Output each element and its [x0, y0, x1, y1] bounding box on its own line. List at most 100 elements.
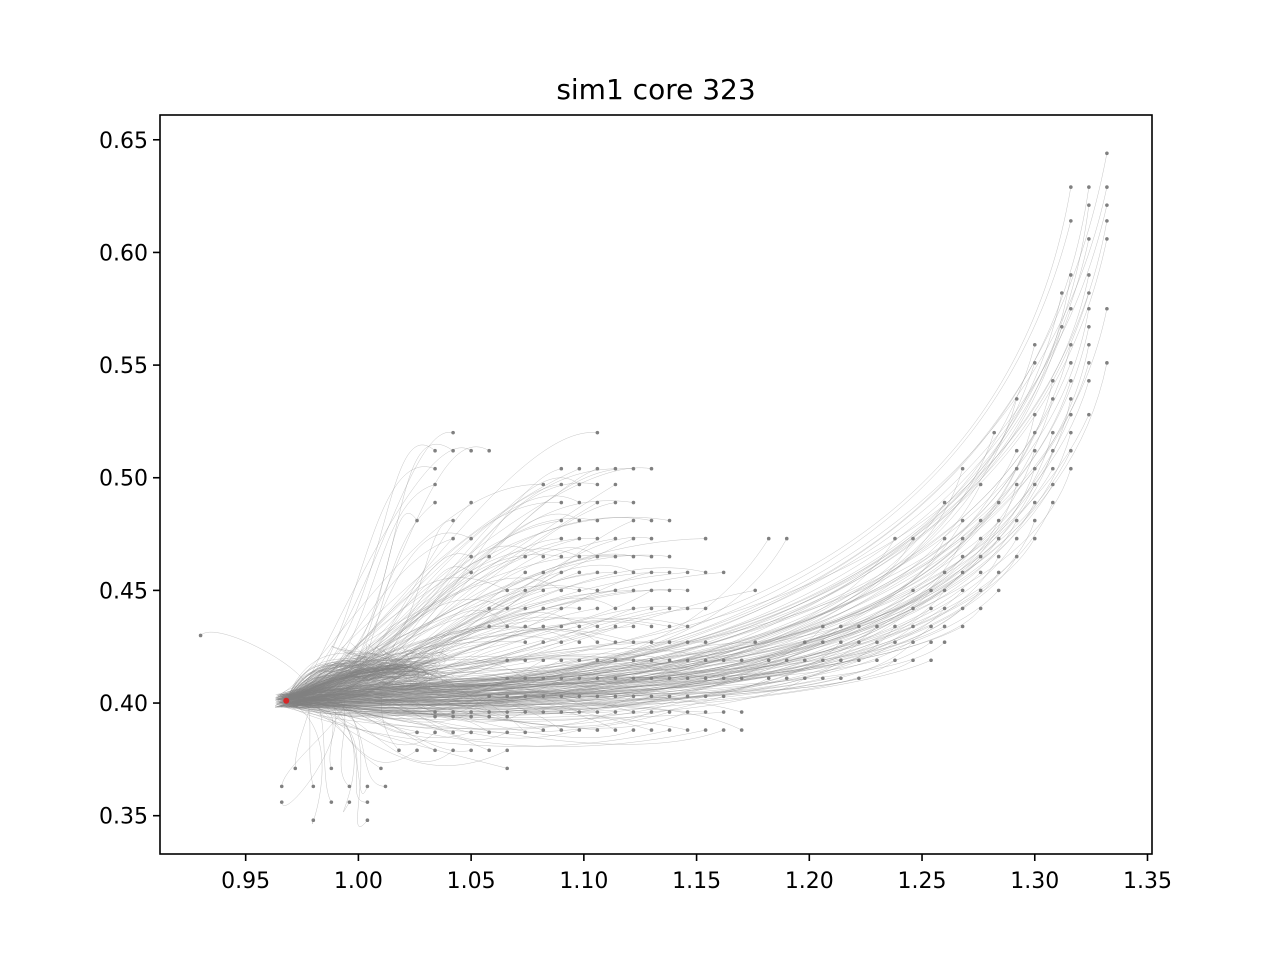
- trajectory-endpoint: [329, 800, 334, 804]
- trajectory-line: [291, 468, 963, 708]
- trajectory-endpoint: [1069, 412, 1073, 417]
- trajectory-line: [280, 676, 634, 695]
- trajectory-line: [286, 664, 363, 701]
- trajectory-endpoint: [685, 658, 690, 663]
- trajectory-endpoint: [1087, 361, 1091, 365]
- trajectory-endpoint: [1032, 466, 1037, 471]
- trajectory-line: [291, 477, 580, 706]
- trajectory-endpoint: [667, 588, 672, 593]
- trajectory-line: [278, 658, 688, 701]
- trajectory-line: [276, 696, 382, 769]
- trajectory-line: [285, 642, 914, 705]
- trajectory-endpoint: [721, 658, 726, 663]
- trajectory-line: [281, 572, 526, 702]
- trajectory-line: [290, 683, 315, 769]
- trajectory-line: [286, 653, 361, 701]
- trajectory-line: [280, 308, 1108, 708]
- trajectory-line: [291, 678, 544, 718]
- trajectory-line: [290, 450, 1054, 704]
- trajectory-line: [281, 698, 472, 752]
- trajectory-line: [286, 556, 1017, 708]
- trajectory-endpoint: [649, 518, 654, 523]
- trajectory-line: [279, 517, 670, 706]
- trajectory-endpoint: [1069, 397, 1073, 401]
- trajectory-endpoint: [523, 606, 528, 611]
- trajectory-line: [279, 701, 472, 723]
- trajectory-endpoint: [613, 606, 618, 611]
- trajectory-line: [290, 538, 1035, 706]
- trajectory-line: [281, 683, 634, 713]
- trajectory-endpoint: [839, 676, 843, 681]
- trajectory-line: [293, 688, 634, 714]
- trajectory-line: [294, 626, 842, 702]
- trajectory-line: [286, 641, 670, 705]
- trajectory-endpoint: [451, 730, 455, 735]
- trajectory-endpoint: [1051, 397, 1055, 401]
- trajectory-line: [290, 659, 580, 696]
- trajectory-line: [282, 468, 580, 705]
- trajectory-endpoint: [1069, 185, 1073, 189]
- trajectory-line: [277, 609, 508, 699]
- trajectory-endpoint: [685, 606, 690, 611]
- trajectory-line: [279, 626, 580, 700]
- trajectory-endpoint: [487, 694, 491, 699]
- trajectory-endpoint: [559, 554, 564, 559]
- trajectory-line: [280, 608, 670, 696]
- trajectory-endpoint: [487, 710, 491, 714]
- trajectory-line: [275, 687, 508, 717]
- trajectory-line: [286, 677, 412, 702]
- trajectory-endpoint: [451, 518, 455, 523]
- trajectory-endpoint: [379, 766, 383, 771]
- trajectory-line: [286, 651, 444, 701]
- trajectory-endpoint: [875, 640, 879, 645]
- trajectory-endpoint: [1014, 554, 1019, 559]
- trajectory-endpoint: [1014, 397, 1019, 401]
- trajectory-endpoint: [523, 658, 528, 663]
- trajectory-endpoint: [703, 676, 708, 681]
- trajectory-endpoint: [911, 606, 915, 611]
- trajectory-line: [275, 660, 896, 707]
- trajectory-endpoint: [649, 676, 654, 681]
- trajectory-endpoint: [631, 570, 636, 575]
- trajectory-endpoint: [721, 570, 726, 575]
- trajectory-line: [286, 652, 434, 702]
- trajectory-line: [282, 626, 544, 699]
- trajectory-endpoint: [631, 728, 636, 732]
- trajectory-endpoint: [1032, 500, 1037, 505]
- trajectory-line: [287, 689, 634, 739]
- trajectory-line: [278, 326, 1090, 706]
- trajectory-line: [293, 621, 652, 707]
- trajectory-endpoint: [613, 554, 618, 559]
- trajectory-endpoint: [753, 640, 757, 645]
- trajectory-endpoint: [415, 748, 419, 753]
- trajectory-line: [286, 670, 454, 702]
- trajectory-line: [286, 647, 390, 702]
- trajectory-line: [286, 538, 981, 707]
- trajectory-line: [296, 555, 616, 698]
- trajectory-endpoint: [541, 676, 546, 681]
- trajectory-endpoint: [929, 588, 933, 593]
- trajectory-line: [277, 693, 526, 723]
- trajectory-line: [296, 520, 981, 702]
- trajectory-line: [283, 626, 634, 708]
- trajectory-line: [297, 520, 454, 696]
- trajectory-line: [286, 670, 388, 701]
- trajectory-endpoint: [523, 588, 528, 593]
- trajectory-endpoint: [703, 710, 708, 714]
- trajectory-line: [296, 688, 544, 731]
- trajectory-line: [286, 667, 419, 702]
- trajectory-endpoint: [505, 710, 510, 714]
- trajectory-line: [291, 513, 580, 708]
- trajectory-line: [292, 696, 454, 720]
- trajectory-endpoint: [739, 710, 744, 714]
- trajectory-line: [283, 701, 508, 769]
- trajectory-endpoint: [541, 554, 546, 559]
- trajectory-line: [292, 683, 598, 713]
- trajectory-line: [286, 669, 433, 702]
- trajectory-line: [285, 678, 823, 699]
- trajectory-endpoint: [595, 658, 600, 663]
- y-axis: 0.35 0.40 0.45 0.50 0.55 0.60 0.65: [99, 129, 160, 830]
- trajectory-endpoint: [505, 588, 510, 593]
- trajectory-line: [286, 664, 348, 701]
- trajectory-line: [286, 672, 435, 702]
